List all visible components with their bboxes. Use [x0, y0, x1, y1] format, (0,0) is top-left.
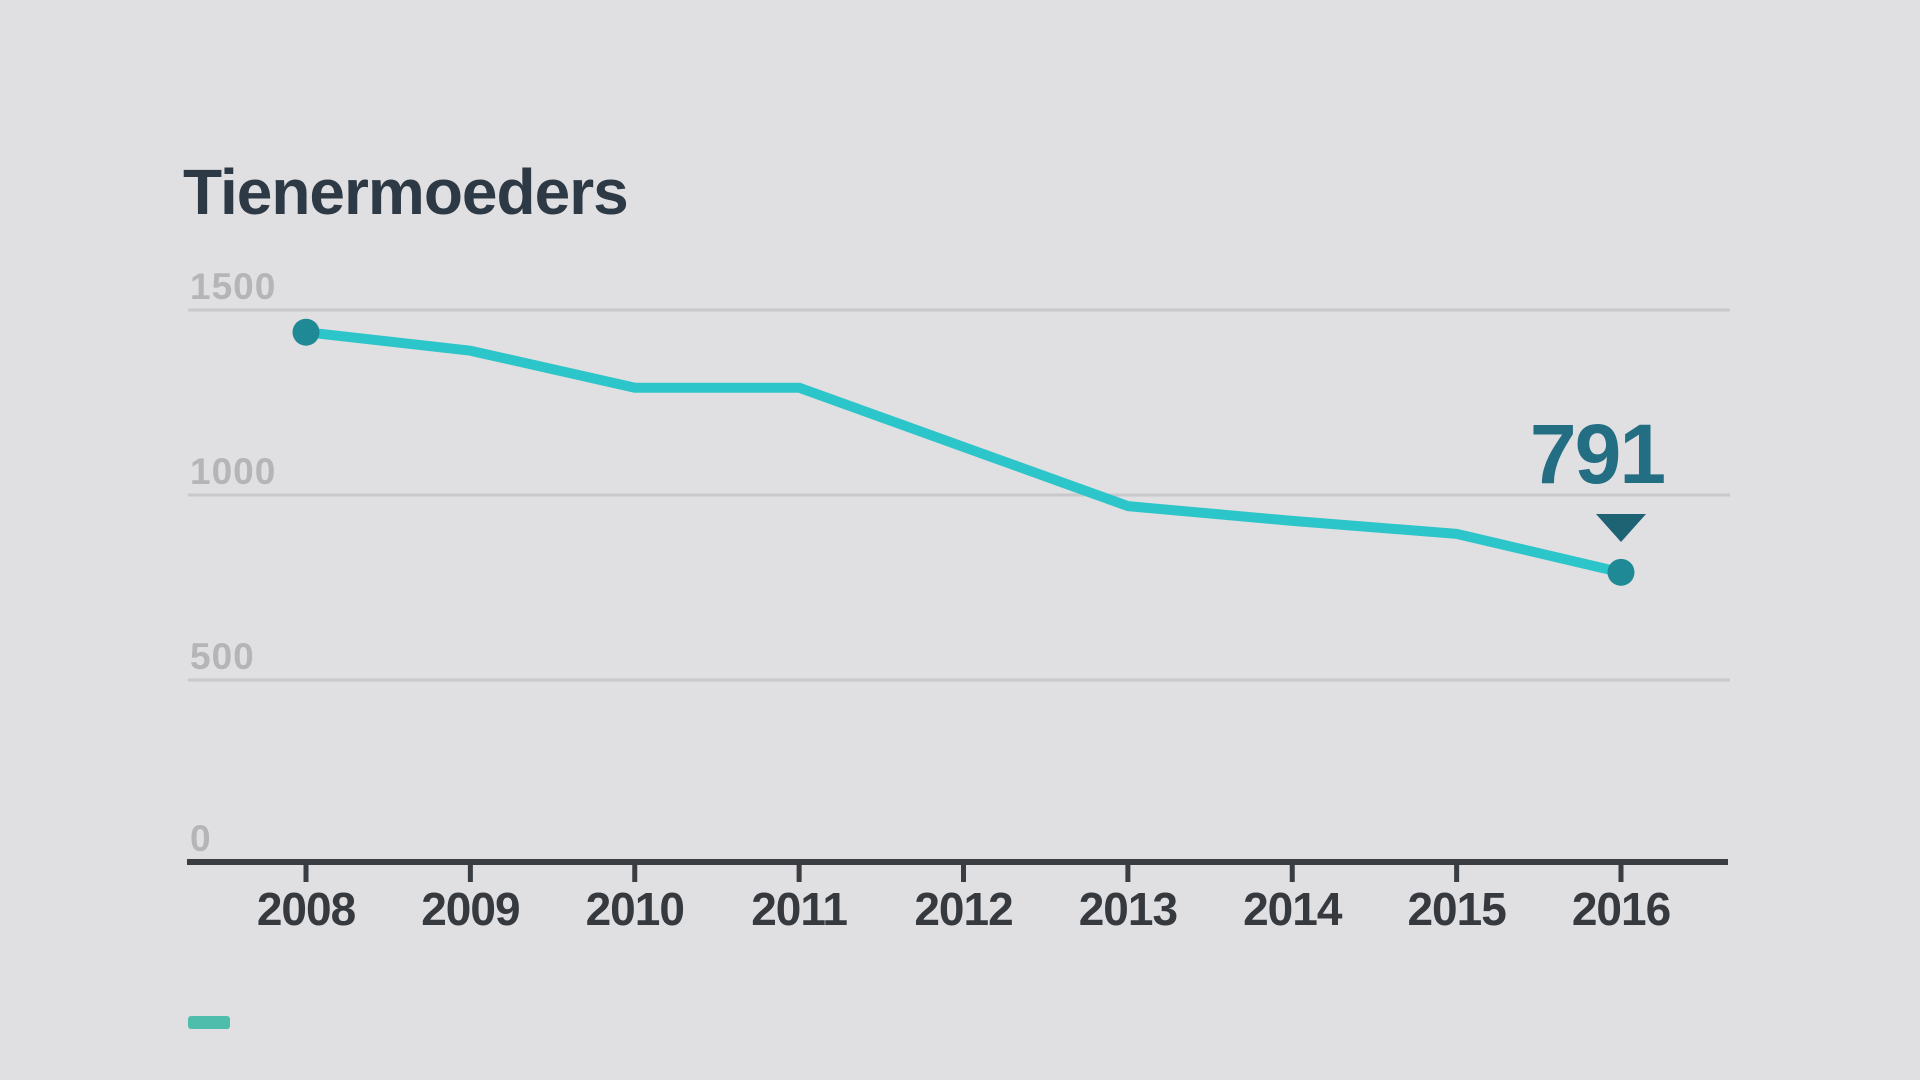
gridline-500 [188, 678, 1730, 682]
x-tick-2014 [1289, 865, 1295, 882]
annotation-triangle-down-icon [1596, 514, 1646, 542]
chart-title: Tienermoeders [183, 156, 629, 228]
end-value-label: 791 [1529, 407, 1666, 502]
x-tick-2015 [1454, 865, 1460, 882]
data-point-first [292, 318, 320, 346]
y-tick-label-1500: 1500 [190, 266, 276, 307]
x-tick-label-2009: 2009 [421, 883, 519, 935]
x-tick-2016 [1618, 865, 1624, 882]
y-tick-label-1000: 1000 [190, 451, 276, 492]
data-line-tienermoeders [301, 327, 1626, 578]
x-tick-label-2014: 2014 [1243, 883, 1343, 935]
x-tick-label-2011: 2011 [751, 883, 847, 935]
x-tick-label-2010: 2010 [586, 883, 684, 935]
x-tick-2012 [961, 865, 966, 882]
x-tick-2013 [1125, 865, 1131, 882]
legend-swatch [188, 1016, 230, 1029]
x-tick-label-2016: 2016 [1572, 883, 1670, 935]
x-tick-label-2008: 2008 [257, 883, 356, 935]
y-tick-label-500: 500 [190, 636, 255, 677]
y-tick-label-0: 0 [190, 818, 212, 859]
gridline-1000 [188, 493, 1730, 497]
x-tick-2011 [796, 865, 802, 882]
gridline-1500 [188, 308, 1730, 312]
x-tick-label-2012: 2012 [914, 883, 1012, 935]
data-point-last [1607, 558, 1635, 586]
x-tick-2008 [303, 865, 309, 882]
x-tick-label-2013: 2013 [1079, 883, 1177, 935]
x-tick-label-2015: 2015 [1407, 883, 1506, 935]
x-tick-2010 [632, 865, 638, 882]
x-tick-2009 [467, 865, 473, 882]
x-axis-line [187, 859, 1728, 865]
